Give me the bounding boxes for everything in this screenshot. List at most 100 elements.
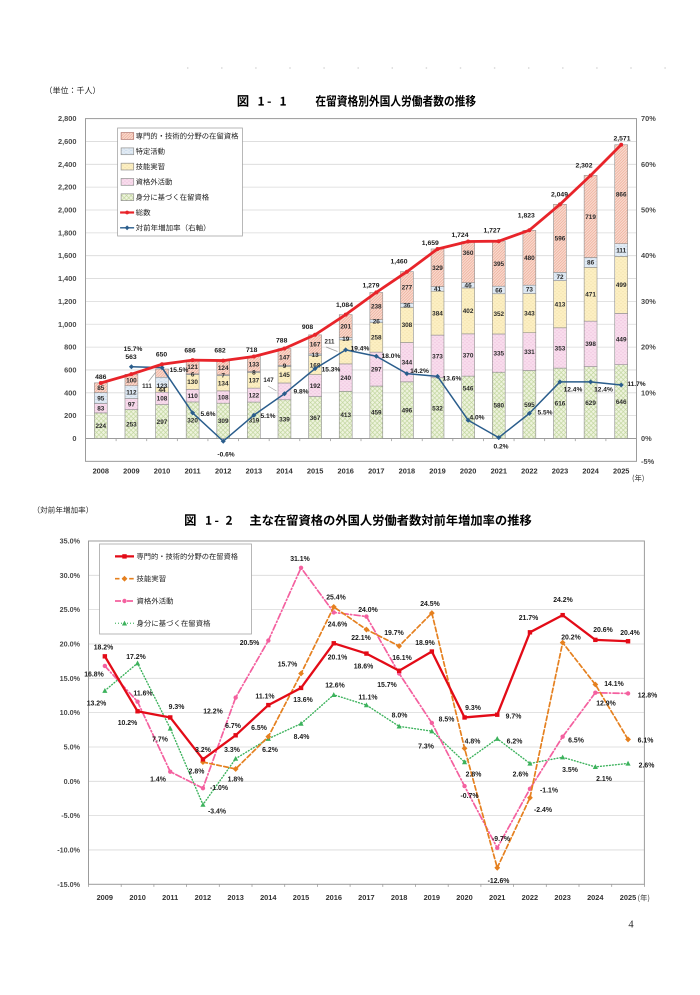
svg-text:2.8%: 2.8% — [466, 771, 482, 778]
svg-text:22.1%: 22.1% — [351, 635, 371, 642]
svg-text:320: 320 — [187, 418, 198, 425]
svg-text:12.9%: 12.9% — [596, 700, 616, 707]
svg-text:2013: 2013 — [227, 893, 243, 902]
svg-text:110: 110 — [187, 393, 198, 400]
svg-text:1,600: 1,600 — [58, 251, 77, 260]
svg-text:41: 41 — [434, 286, 442, 293]
svg-text:111: 111 — [616, 247, 626, 254]
svg-text:13: 13 — [312, 352, 320, 359]
svg-text:2019: 2019 — [429, 467, 445, 476]
svg-text:646: 646 — [616, 399, 627, 406]
svg-text:14.2%: 14.2% — [410, 368, 429, 375]
svg-text:-9.7%: -9.7% — [492, 836, 510, 843]
svg-text:-5%: -5% — [641, 457, 655, 466]
svg-text:15.7%: 15.7% — [278, 661, 298, 668]
svg-text:0.0%: 0.0% — [64, 777, 81, 786]
svg-text:449: 449 — [616, 336, 627, 343]
svg-text:147: 147 — [279, 354, 290, 361]
svg-text:277: 277 — [402, 285, 413, 292]
svg-text:3.3%: 3.3% — [224, 747, 240, 754]
svg-text:2010: 2010 — [154, 467, 170, 476]
svg-text:19.7%: 19.7% — [384, 630, 404, 637]
svg-text:353: 353 — [555, 345, 566, 352]
svg-text:20.1%: 20.1% — [328, 654, 348, 661]
svg-text:134: 134 — [218, 381, 229, 388]
svg-text:13.6%: 13.6% — [293, 697, 313, 704]
svg-text:329: 329 — [432, 265, 443, 272]
svg-text:400: 400 — [64, 388, 76, 397]
svg-text:682: 682 — [214, 347, 226, 354]
svg-text:308: 308 — [402, 322, 413, 329]
svg-text:10.0%: 10.0% — [60, 708, 81, 717]
svg-text:384: 384 — [432, 311, 443, 318]
svg-text:121: 121 — [187, 364, 198, 371]
svg-text:1,084: 1,084 — [336, 302, 353, 309]
svg-text:2017: 2017 — [368, 467, 384, 476]
svg-text:123: 123 — [157, 383, 168, 390]
svg-text:3.5%: 3.5% — [562, 767, 578, 774]
svg-text:2020: 2020 — [456, 893, 472, 902]
svg-text:12.8%: 12.8% — [638, 692, 658, 699]
svg-text:122: 122 — [249, 392, 260, 399]
svg-text:2020: 2020 — [460, 467, 476, 476]
svg-text:2023: 2023 — [552, 467, 568, 476]
svg-text:2011: 2011 — [185, 467, 201, 476]
svg-text:7.7%: 7.7% — [152, 736, 168, 743]
svg-text:6.5%: 6.5% — [251, 725, 267, 732]
svg-text:8.5%: 8.5% — [439, 716, 455, 723]
svg-text:309: 309 — [218, 418, 229, 425]
svg-text:18.0%: 18.0% — [382, 353, 401, 360]
svg-text:25.4%: 25.4% — [326, 594, 346, 601]
svg-text:35.0%: 35.0% — [60, 537, 81, 546]
svg-text:24.2%: 24.2% — [553, 597, 573, 604]
svg-text:147: 147 — [263, 377, 274, 384]
svg-text:40%: 40% — [641, 251, 656, 260]
svg-text:26: 26 — [373, 319, 381, 326]
svg-text:395: 395 — [493, 261, 504, 268]
svg-text:370: 370 — [463, 352, 474, 359]
svg-text:2,000: 2,000 — [58, 206, 77, 215]
svg-text:9.3%: 9.3% — [465, 705, 481, 712]
svg-text:24.6%: 24.6% — [328, 621, 348, 628]
svg-text:20.5%: 20.5% — [240, 640, 260, 647]
svg-text:2019: 2019 — [424, 893, 440, 902]
svg-text:2010: 2010 — [129, 893, 145, 902]
svg-text:20.2%: 20.2% — [561, 634, 581, 641]
svg-text:2021: 2021 — [491, 467, 507, 476]
svg-text:15.0%: 15.0% — [60, 674, 81, 683]
svg-text:3.2%: 3.2% — [195, 747, 211, 754]
svg-text:192: 192 — [310, 383, 321, 390]
svg-text:201: 201 — [340, 323, 351, 330]
svg-text:2.6%: 2.6% — [513, 771, 529, 778]
svg-text:-1.1%: -1.1% — [540, 787, 558, 794]
svg-text:331: 331 — [524, 349, 535, 356]
svg-text:46: 46 — [465, 283, 473, 290]
svg-text:-2.4%: -2.4% — [534, 807, 552, 814]
svg-text:2,600: 2,600 — [58, 137, 77, 146]
svg-text:20.0%: 20.0% — [60, 640, 81, 649]
svg-text:4.8%: 4.8% — [465, 738, 481, 745]
svg-text:7.3%: 7.3% — [418, 743, 434, 750]
svg-text:413: 413 — [555, 302, 566, 309]
svg-text:7: 7 — [221, 372, 225, 379]
svg-text:486: 486 — [95, 374, 107, 381]
svg-text:2023: 2023 — [554, 893, 570, 902]
svg-text:-10.0%: -10.0% — [57, 846, 80, 855]
svg-text:1,659: 1,659 — [422, 240, 439, 247]
svg-text:2016: 2016 — [337, 467, 353, 476]
svg-text:20%: 20% — [641, 343, 656, 352]
svg-text:-0.7%: -0.7% — [460, 793, 478, 800]
svg-text:10.2%: 10.2% — [118, 720, 138, 727]
svg-text:2,302: 2,302 — [575, 162, 592, 169]
svg-text:111: 111 — [142, 383, 152, 390]
svg-text:1,460: 1,460 — [390, 258, 407, 265]
svg-text:18.2%: 18.2% — [94, 644, 114, 651]
svg-text:5.6%: 5.6% — [200, 411, 215, 418]
svg-text:15.5%: 15.5% — [170, 367, 189, 374]
svg-text:36: 36 — [403, 303, 411, 310]
svg-text:2024: 2024 — [582, 467, 599, 476]
svg-text:24.0%: 24.0% — [358, 607, 378, 614]
svg-text:2,571: 2,571 — [613, 135, 630, 142]
svg-text:18.9%: 18.9% — [415, 640, 435, 647]
svg-text:-0.6%: -0.6% — [217, 451, 234, 458]
